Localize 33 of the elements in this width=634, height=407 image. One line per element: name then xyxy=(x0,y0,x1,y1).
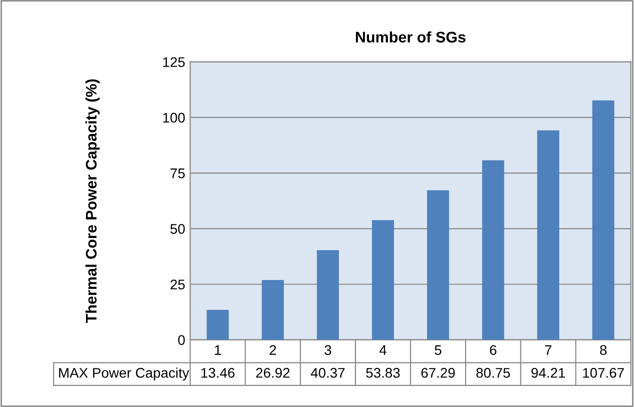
data-label: 13.46 xyxy=(201,368,235,378)
y-tick-label: 125 xyxy=(163,57,185,68)
bar xyxy=(206,310,229,340)
x-tick-label: 5 xyxy=(434,345,442,355)
x-tick-label: 2 xyxy=(270,345,276,355)
x-tick-label: 1 xyxy=(214,345,221,355)
x-tick-label: 6 xyxy=(490,345,496,355)
y-tick-label: 25 xyxy=(170,280,185,290)
x-tick-label: 8 xyxy=(600,345,607,355)
text: MAX Power Capacity xyxy=(59,368,190,381)
data-label: 107.67 xyxy=(583,368,624,378)
bar xyxy=(482,160,504,340)
bar xyxy=(592,100,614,340)
data-label: 94.21 xyxy=(531,368,565,378)
x-tick-label: 4 xyxy=(379,345,386,355)
chart-title: Number of SGs xyxy=(356,31,466,43)
data-label: 26.92 xyxy=(256,368,290,378)
y-axis-title: Thermal Core Power Capacity (%) xyxy=(85,79,100,323)
data-label: 40.37 xyxy=(310,368,345,378)
x-tick-label: 3 xyxy=(324,345,332,355)
data-label: 53.83 xyxy=(366,368,400,378)
y-tick-label: 0 xyxy=(178,335,185,346)
bar xyxy=(372,220,394,340)
bar xyxy=(537,130,560,340)
x-tick-label: 7 xyxy=(545,345,552,355)
y-tick-label: 75 xyxy=(170,168,185,178)
bar xyxy=(262,280,284,340)
data-label: 67.29 xyxy=(421,368,455,378)
y-tick-label: 50 xyxy=(170,224,185,234)
bar xyxy=(316,250,339,340)
bar xyxy=(427,190,450,340)
y-tick-label: 100 xyxy=(163,112,185,123)
data-label: 80.75 xyxy=(476,368,510,378)
